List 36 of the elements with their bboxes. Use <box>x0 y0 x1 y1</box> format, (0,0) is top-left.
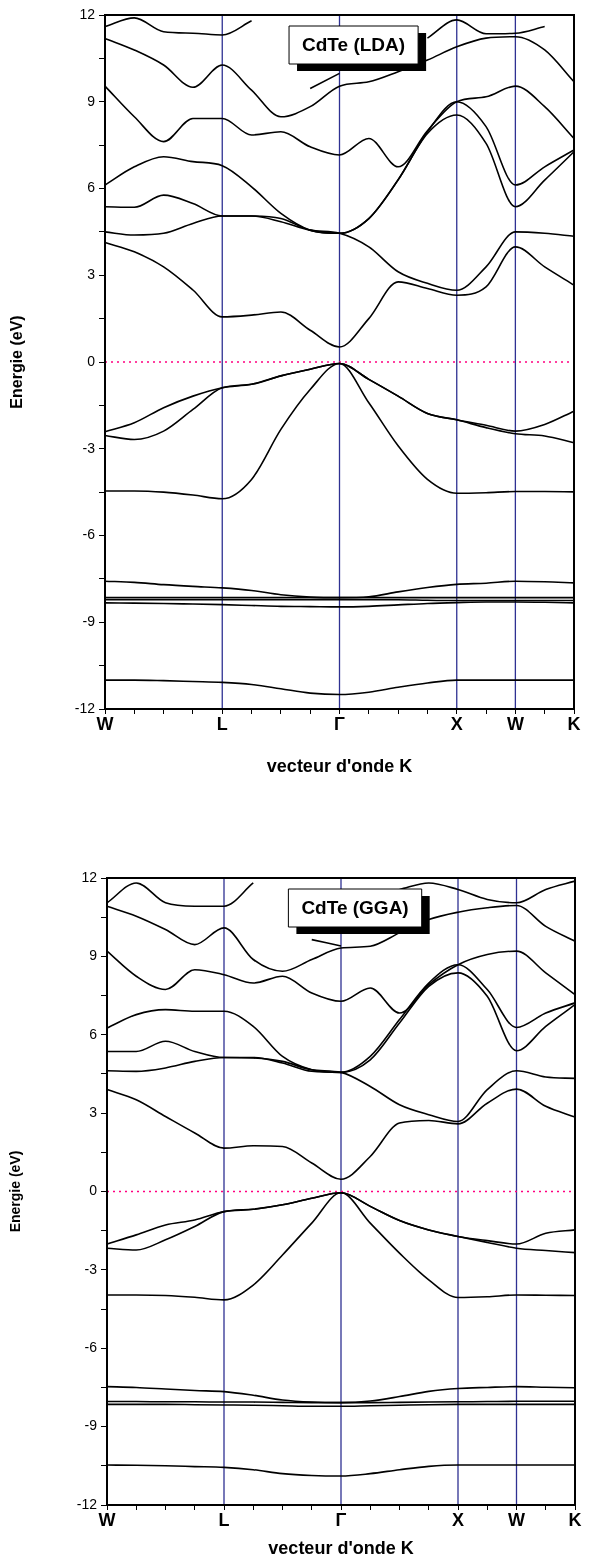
y-tick-label: -9 <box>82 613 96 630</box>
y-tick-label: -9 <box>84 1417 98 1434</box>
x-tick-label: W <box>96 713 114 734</box>
x-tick-label: L <box>216 713 228 734</box>
y-axis-title: Energie (eV) <box>8 315 26 409</box>
x-tick-label: K <box>567 713 581 734</box>
y-tick-label: 6 <box>87 179 96 196</box>
y-tick-label: -3 <box>82 439 96 456</box>
y-tick-label: 0 <box>87 352 96 369</box>
y-tick-label: 3 <box>87 266 96 283</box>
y-tick-label: 0 <box>89 1182 98 1199</box>
x-tick-label: W <box>98 1509 116 1530</box>
y-tick-label: -12 <box>76 1495 98 1512</box>
y-tick-label: -6 <box>84 1339 98 1356</box>
x-axis-title: vecteur d'onde K <box>266 756 413 777</box>
x-tick-label: W <box>506 713 524 734</box>
text: CdTe (LDA) <box>302 34 406 56</box>
x-tick-label: L <box>218 1509 230 1530</box>
x-tick-label: Γ <box>334 713 346 734</box>
y-tick-label: -6 <box>82 526 96 543</box>
x-tick-label: X <box>450 713 463 734</box>
x-tick-label: K <box>568 1509 582 1530</box>
text: CdTe (GGA) <box>301 897 409 919</box>
y-tick-label: 9 <box>87 92 96 109</box>
x-tick-label: X <box>451 1509 465 1530</box>
y-tick-label: -12 <box>74 699 96 716</box>
y-tick-label: 12 <box>81 868 98 885</box>
x-tick-label: Γ <box>335 1509 347 1530</box>
y-tick-label: 6 <box>89 1025 98 1042</box>
x-axis-title: vecteur d'onde K <box>268 1538 414 1559</box>
y-tick-label: -3 <box>84 1260 98 1277</box>
y-tick-label: 12 <box>79 5 96 22</box>
y-axis-title: Energie (eV) <box>7 1150 24 1233</box>
y-tick-label: 9 <box>89 947 98 964</box>
x-tick-label: W <box>508 1509 525 1530</box>
y-tick-label: 3 <box>89 1103 98 1120</box>
